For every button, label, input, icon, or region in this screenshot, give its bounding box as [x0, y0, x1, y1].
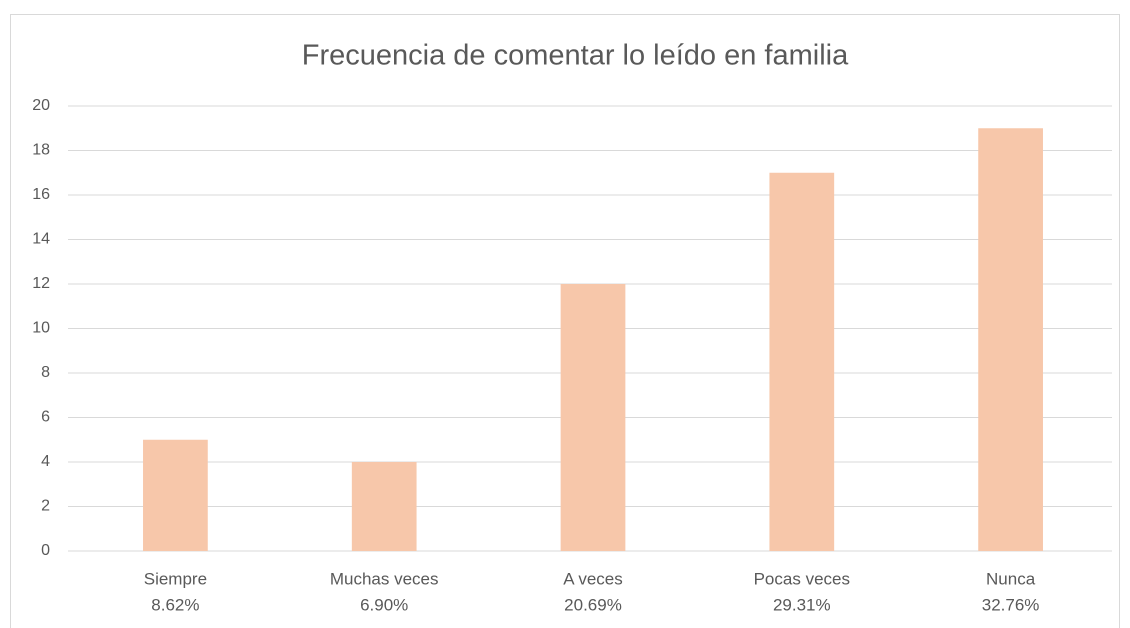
y-tick-label: 4: [41, 453, 50, 470]
x-tick-share: 6.90%: [360, 595, 408, 614]
y-tick-label: 2: [41, 498, 50, 515]
y-tick-label: 12: [32, 275, 50, 292]
bar: [351, 462, 417, 551]
x-tick-label: Nunca: [986, 569, 1036, 588]
y-tick-label: 14: [32, 231, 50, 248]
x-tick-label: A veces: [563, 569, 623, 588]
x-tick-share: 20.69%: [564, 595, 622, 614]
bar: [143, 439, 208, 551]
y-tick-label: 16: [32, 186, 50, 203]
y-tick-label: 10: [32, 320, 50, 337]
chart-title: Frecuencia de comentar lo leído en famil…: [302, 40, 849, 72]
bar: [769, 172, 835, 551]
x-tick-label: Pocas veces: [754, 569, 850, 588]
y-tick-label: 20: [32, 97, 50, 114]
y-tick-label: 18: [32, 142, 50, 159]
bar: [560, 284, 626, 551]
x-tick-label: Siempre: [144, 569, 207, 588]
y-tick-label: 6: [41, 409, 50, 426]
bar: [978, 128, 1043, 551]
y-tick-label: 8: [41, 364, 50, 381]
y-tick-label: 0: [41, 542, 50, 559]
x-tick-share: 32.76%: [982, 595, 1040, 614]
x-tick-share: 8.62%: [151, 595, 199, 614]
x-tick-label: Muchas veces: [330, 569, 439, 588]
x-tick-share: 29.31%: [773, 595, 831, 614]
